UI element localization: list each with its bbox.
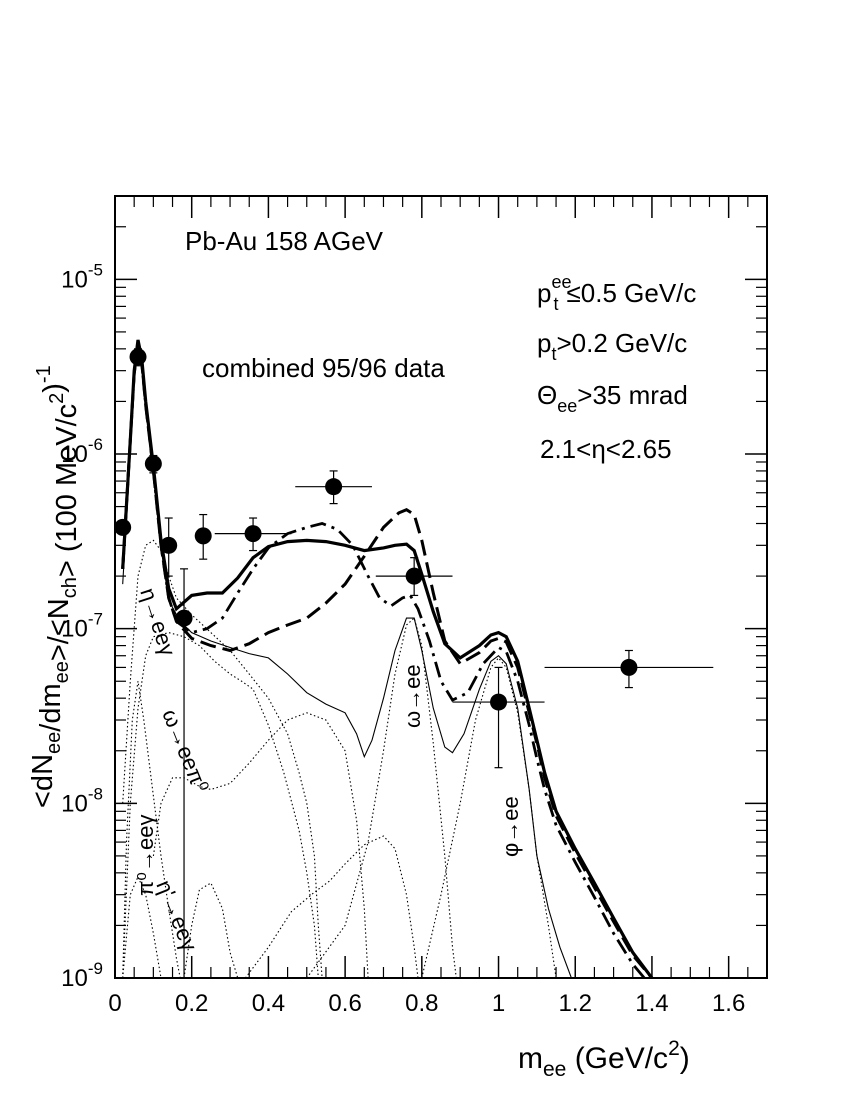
data-point	[144, 454, 162, 474]
x-tick-label: 1.2	[559, 990, 592, 1017]
cut-pt-ee: pee t ≤0.5 GeV/c	[537, 272, 696, 314]
y-tick-label: 10-7	[61, 610, 103, 643]
x-tick-label: 0.4	[252, 990, 285, 1017]
series-line-dotted	[183, 882, 239, 978]
cut-eta: 2.1<η<2.65	[540, 434, 672, 464]
y-tick-label: 10-5	[61, 260, 103, 293]
axis-ticks	[114, 195, 768, 979]
label-phi-ee: φ→ee	[498, 796, 523, 857]
system-label: Pb-Au 158 AGeV	[185, 226, 384, 256]
y-tick-label: 10-9	[61, 959, 103, 992]
x-tick-label: 0.2	[175, 990, 208, 1017]
x-axis-label: mee (GeV/c2)	[518, 1037, 690, 1081]
data-marker	[194, 527, 212, 545]
data-marker	[160, 536, 178, 554]
y-tick-label: 10-8	[61, 784, 103, 817]
series-line-dotted	[122, 875, 162, 978]
x-tick-label: 1.4	[635, 990, 668, 1017]
x-tick-label: 0.6	[328, 990, 361, 1017]
data-marker	[144, 455, 162, 473]
cut-theta: Θee>35 mrad	[537, 380, 688, 416]
series-line-dotted	[122, 539, 323, 978]
series-line-dotted	[244, 835, 419, 978]
y-axis-label: <dNee/dmee>/<Nch> (100 MeV/c2)-1	[27, 365, 83, 808]
series-line-dotted	[421, 657, 557, 978]
plot-frame	[114, 195, 768, 979]
model-curves	[121, 339, 654, 978]
y-tick-labels: 10-9 10-8 10-7 10-6 10-5	[61, 260, 103, 992]
data-point	[295, 470, 372, 505]
data-marker	[405, 567, 423, 585]
data-marker	[244, 525, 262, 543]
x-tick-label: 1.6	[712, 990, 745, 1017]
data-marker	[490, 693, 508, 711]
data-marker	[620, 658, 638, 676]
data-marker	[175, 609, 193, 627]
cut-pt: pt>0.2 GeV/c	[537, 328, 687, 364]
series-line-dotted	[122, 681, 181, 978]
data-marker	[129, 348, 147, 366]
data-point	[375, 557, 453, 597]
dataset-label: combined 95/96 data	[202, 353, 445, 383]
label-pi0-dalitz: π⁰→eeγ	[133, 815, 158, 896]
data-point	[114, 518, 132, 536]
data-point	[160, 517, 178, 577]
label-omega-ee: ω→ee	[400, 664, 425, 728]
label-eta-dalitz: η→eeγ	[135, 585, 180, 659]
label-omega-dalitz: ω→eeπ⁰	[157, 706, 213, 797]
data-points	[114, 348, 714, 978]
series-line-thin-solid	[122, 352, 572, 978]
series-line-dotted	[152, 712, 369, 978]
data-point	[129, 348, 147, 367]
data-point	[544, 649, 714, 689]
data-point	[175, 568, 193, 978]
series-line-dotted	[122, 632, 319, 978]
x-tick-label: 0.8	[405, 990, 438, 1017]
y-tick-label: 10-6	[61, 435, 103, 468]
data-point	[214, 517, 292, 552]
data-point	[194, 513, 212, 560]
label-eta-prime-dalitz: η'→eeγ	[151, 877, 202, 955]
data-marker	[114, 518, 132, 536]
x-tick-labels: 0 0.2 0.4 0.6 0.8 1 1.2 1.4 1.6	[108, 990, 745, 1017]
x-tick-label: 1	[492, 990, 505, 1017]
x-tick-label: 0	[108, 990, 121, 1017]
data-marker	[325, 478, 343, 496]
series-line-dotted	[306, 617, 457, 978]
data-point	[452, 666, 545, 769]
